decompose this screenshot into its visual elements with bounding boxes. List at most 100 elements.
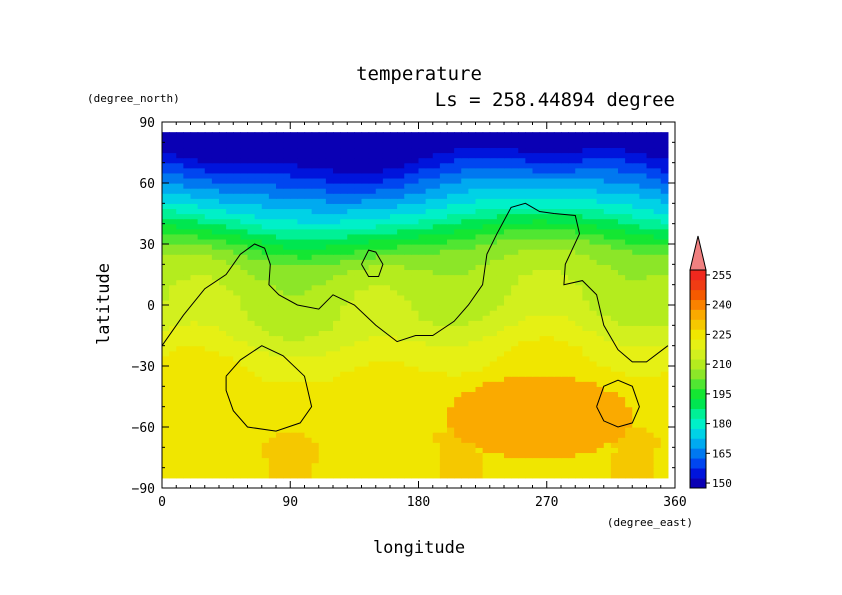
field-cell bbox=[568, 391, 576, 398]
field-cell bbox=[411, 310, 420, 316]
field-cell bbox=[219, 152, 227, 159]
field-cell bbox=[276, 432, 284, 438]
field-cell bbox=[354, 432, 363, 438]
field-cell bbox=[162, 238, 170, 245]
field-cell bbox=[489, 305, 498, 311]
field-cell bbox=[197, 360, 206, 367]
field-cell bbox=[340, 289, 348, 296]
field-cell bbox=[489, 228, 498, 235]
field-cell bbox=[204, 427, 213, 433]
field-cell bbox=[397, 472, 405, 479]
field-cell bbox=[190, 472, 199, 479]
x-tick-label: 90 bbox=[282, 495, 298, 510]
field-cell bbox=[625, 421, 633, 428]
field-cell bbox=[325, 386, 334, 393]
field-cell bbox=[176, 472, 184, 479]
field-cell bbox=[439, 167, 448, 174]
field-cell bbox=[325, 147, 334, 154]
field-cell bbox=[318, 467, 327, 474]
field-cell bbox=[525, 320, 534, 326]
field-cell bbox=[411, 238, 420, 245]
field-cell bbox=[546, 371, 555, 377]
field-cell bbox=[297, 427, 306, 433]
field-cell bbox=[596, 279, 605, 286]
field-cell bbox=[461, 366, 469, 372]
field-cell bbox=[582, 340, 591, 347]
field-cell bbox=[496, 315, 505, 321]
field-cell bbox=[219, 360, 227, 367]
field-cell bbox=[368, 208, 377, 215]
field-cell bbox=[482, 299, 491, 306]
field-cell bbox=[511, 320, 519, 326]
field-cell bbox=[589, 406, 598, 413]
field-cell bbox=[347, 386, 355, 393]
field-cell bbox=[468, 284, 477, 291]
field-cell bbox=[482, 238, 491, 245]
field-cell bbox=[454, 345, 462, 352]
field-cell bbox=[382, 406, 391, 413]
field-cell bbox=[439, 132, 448, 138]
field-cell bbox=[539, 427, 548, 433]
field-cell bbox=[204, 330, 213, 337]
field-cell bbox=[318, 371, 327, 377]
field-cell bbox=[546, 325, 555, 332]
field-cell bbox=[169, 437, 177, 443]
field-cell bbox=[589, 238, 598, 245]
field-cell bbox=[397, 233, 405, 240]
field-cell bbox=[311, 198, 320, 204]
field-cell bbox=[261, 203, 270, 210]
field-cell bbox=[261, 264, 270, 271]
field-cell bbox=[461, 386, 469, 393]
field-cell bbox=[290, 254, 298, 260]
field-cell bbox=[561, 315, 569, 321]
field-cell bbox=[511, 427, 519, 433]
field-cell bbox=[660, 462, 669, 469]
field-cell bbox=[368, 279, 377, 286]
field-cell bbox=[290, 366, 298, 372]
field-cell bbox=[454, 244, 462, 250]
field-cell bbox=[632, 198, 640, 204]
field-cell bbox=[589, 294, 598, 301]
field-cell bbox=[532, 376, 541, 382]
field-cell bbox=[190, 345, 199, 352]
field-cell bbox=[333, 472, 341, 479]
field-cell bbox=[461, 299, 469, 306]
field-cell bbox=[632, 233, 640, 240]
field-cell bbox=[539, 167, 548, 174]
field-cell bbox=[226, 259, 234, 265]
field-cell bbox=[347, 366, 355, 372]
field-cell bbox=[347, 167, 355, 174]
field-cell bbox=[475, 294, 484, 301]
field-cell bbox=[525, 188, 534, 194]
field-cell bbox=[340, 360, 348, 367]
field-cell bbox=[411, 284, 420, 291]
field-cell bbox=[169, 233, 177, 240]
field-cell bbox=[603, 183, 612, 189]
field-cell bbox=[233, 203, 241, 210]
field-cell bbox=[625, 172, 633, 179]
field-cell bbox=[653, 325, 662, 332]
field-cell bbox=[240, 213, 249, 220]
field-cell bbox=[539, 345, 548, 352]
field-cell bbox=[197, 218, 206, 225]
field-cell bbox=[603, 325, 612, 332]
field-cell bbox=[432, 208, 441, 215]
field-cell bbox=[382, 457, 391, 464]
field-cell bbox=[610, 467, 619, 474]
field-cell bbox=[318, 457, 327, 464]
field-cell bbox=[575, 238, 583, 245]
field-cell bbox=[276, 416, 284, 423]
field-cell bbox=[276, 371, 284, 377]
field-cell bbox=[290, 238, 298, 245]
field-cell bbox=[646, 437, 655, 443]
field-cell bbox=[290, 467, 298, 474]
field-cell bbox=[354, 228, 363, 235]
field-cell bbox=[169, 218, 177, 225]
field-cell bbox=[447, 416, 455, 423]
field-cell bbox=[347, 147, 355, 154]
field-cell bbox=[653, 208, 662, 215]
field-cell bbox=[261, 198, 270, 204]
field-cell bbox=[489, 310, 498, 316]
field-cell bbox=[660, 416, 669, 423]
